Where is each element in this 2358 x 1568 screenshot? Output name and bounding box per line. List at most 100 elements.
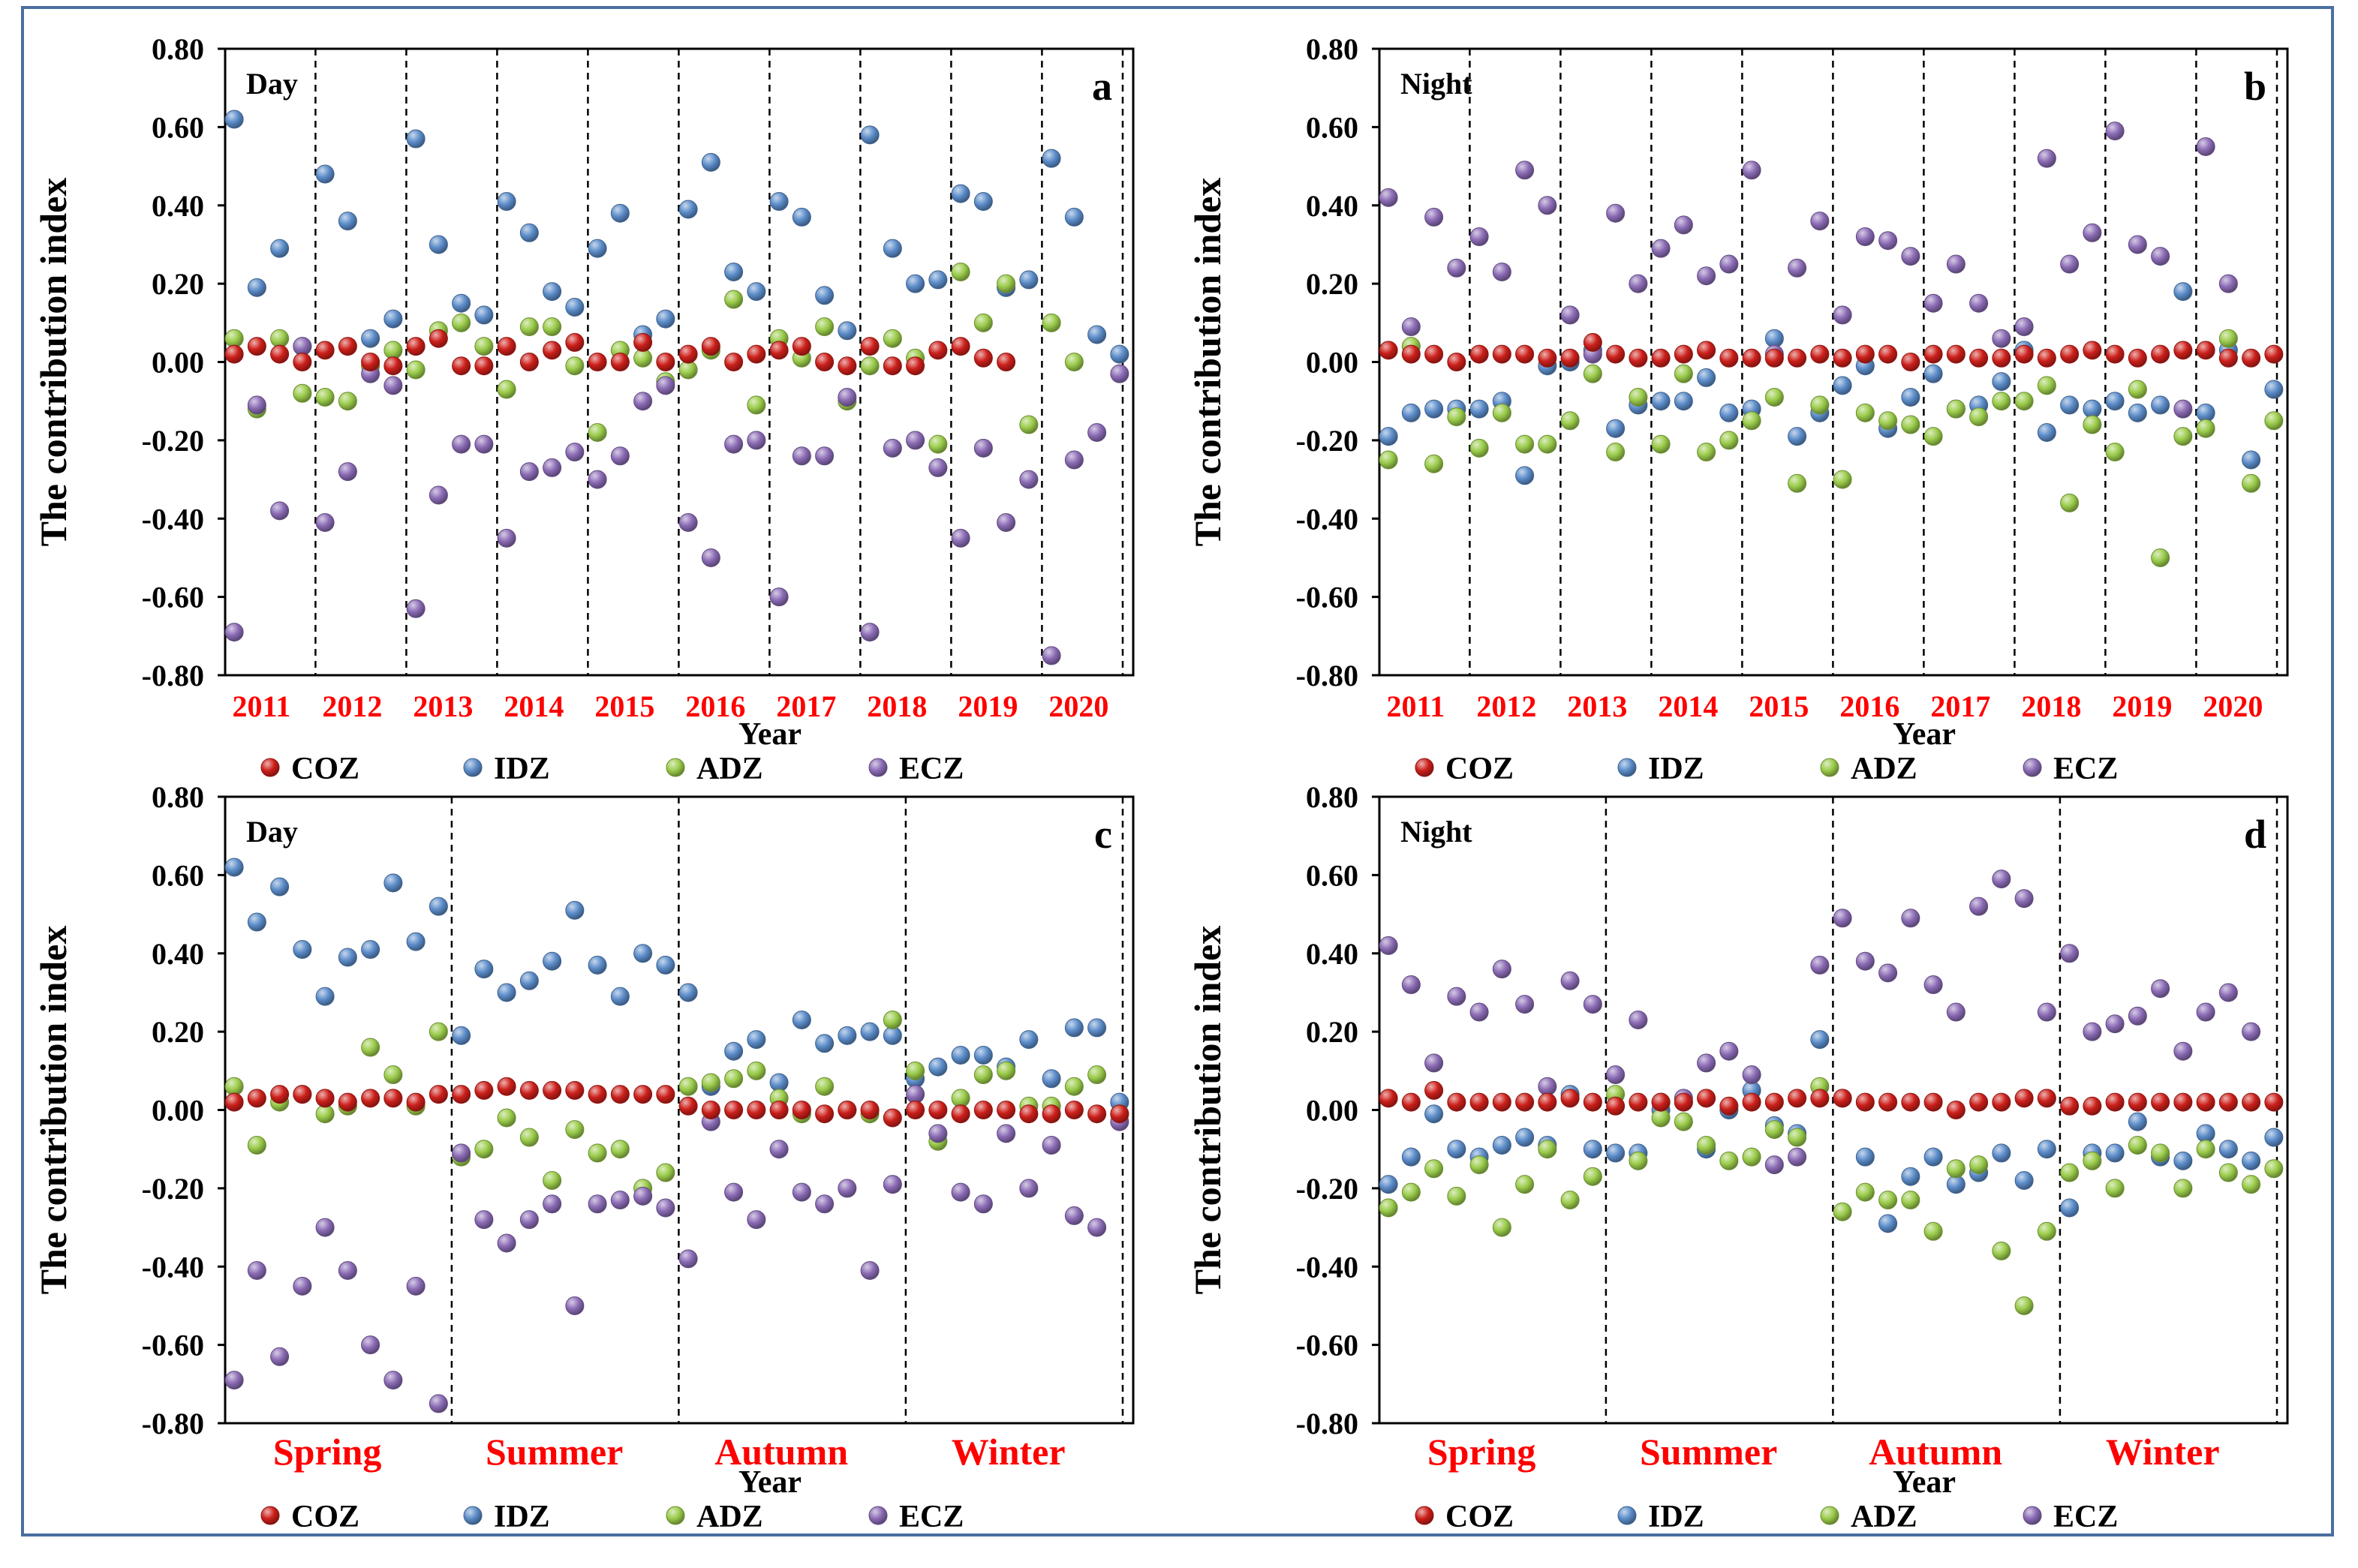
data-point-adz: [747, 395, 766, 415]
data-point-idz: [2218, 1140, 2238, 1159]
data-point-idz: [1087, 1018, 1107, 1038]
data-point-adz: [1719, 431, 1739, 450]
data-point-adz: [1788, 473, 1807, 493]
data-point-idz: [838, 321, 857, 341]
data-point-adz: [1764, 387, 1784, 407]
data-point-ecz: [1674, 215, 1693, 235]
data-point-idz: [383, 309, 403, 329]
data-point-adz: [2242, 473, 2261, 493]
y-axis-label: The contribution index: [32, 178, 74, 547]
data-point-coz: [1764, 1092, 1784, 1112]
data-point-adz: [997, 274, 1016, 293]
x-category-label: Autumn: [714, 1431, 848, 1473]
data-point-coz: [633, 332, 653, 352]
data-point-idz: [338, 212, 357, 231]
legend-label-coz: COZ: [291, 1500, 359, 1534]
data-point-ecz: [928, 1124, 948, 1143]
data-point-idz: [656, 955, 675, 975]
data-point-coz: [1833, 1089, 1852, 1108]
data-point-adz: [2128, 380, 2147, 399]
data-point-ecz: [724, 1182, 744, 1202]
data-point-coz: [1788, 1089, 1807, 1108]
data-point-idz: [633, 944, 653, 963]
data-point-idz: [361, 329, 380, 348]
data-point-idz: [1515, 1128, 1535, 1147]
data-point-ecz: [792, 446, 811, 466]
data-point-coz: [2242, 1092, 2261, 1112]
data-point-coz: [747, 1101, 766, 1119]
y-tick-label: -0.80: [142, 1407, 204, 1440]
data-point-coz: [452, 1085, 471, 1104]
data-point-ecz: [1697, 266, 1716, 286]
data-point-ecz: [906, 431, 925, 450]
data-point-ecz: [1742, 1065, 1761, 1085]
data-point-coz: [2196, 341, 2215, 360]
data-point-coz: [997, 1101, 1016, 1119]
data-point-coz: [406, 337, 426, 356]
data-point-ecz: [1447, 987, 1466, 1006]
data-point-ecz: [588, 1194, 607, 1214]
data-point-ecz: [1469, 227, 1489, 246]
data-point-ecz: [474, 1210, 494, 1230]
y-tick-label: -0.20: [142, 424, 204, 458]
data-point-ecz: [2083, 1022, 2102, 1041]
data-point-coz: [1992, 348, 2011, 368]
data-point-adz: [2151, 1143, 2170, 1163]
data-point-ecz: [769, 1140, 789, 1159]
data-point-ecz: [1492, 960, 1511, 979]
data-point-coz: [1469, 344, 1489, 364]
data-point-coz: [2083, 341, 2102, 360]
period-label: Night: [1400, 815, 1472, 849]
data-point-coz: [769, 1101, 789, 1119]
data-point-coz: [838, 1101, 857, 1119]
legend-marker-idz: [463, 1506, 483, 1525]
data-point-coz: [315, 341, 335, 360]
data-point-coz: [951, 1104, 970, 1124]
data-point-adz: [1697, 443, 1716, 462]
data-point-adz: [1064, 1077, 1084, 1096]
data-point-coz: [1855, 1092, 1875, 1112]
x-category-label: 2020: [1048, 689, 1108, 723]
data-point-coz: [1969, 1092, 1989, 1112]
data-point-coz: [928, 341, 948, 360]
data-point-coz: [1064, 1101, 1084, 1119]
data-point-ecz: [1992, 329, 2011, 348]
x-category-label: Spring: [273, 1431, 382, 1473]
data-point-idz: [519, 971, 539, 990]
data-point-idz: [678, 200, 698, 219]
data-point-ecz: [656, 1198, 675, 1218]
data-point-idz: [1901, 387, 1920, 407]
data-point-idz: [1110, 344, 1129, 364]
y-tick-label: -0.80: [142, 659, 204, 692]
data-point-coz: [2060, 344, 2080, 364]
data-point-adz: [1492, 403, 1511, 422]
legend-label-coz: COZ: [1445, 1500, 1514, 1534]
data-point-idz: [815, 286, 835, 305]
data-point-adz: [2264, 411, 2284, 431]
y-tick-label: -0.60: [1296, 581, 1358, 614]
data-point-coz: [906, 1101, 925, 1119]
x-category-label: 2011: [233, 689, 291, 723]
data-point-idz: [1878, 1214, 1898, 1233]
legend-marker-adz: [1820, 1506, 1839, 1525]
data-point-coz: [2218, 1092, 2238, 1112]
data-point-coz: [883, 356, 902, 376]
data-point-adz: [1538, 1140, 1557, 1159]
data-point-idz: [1923, 1147, 1943, 1167]
data-point-adz: [1629, 387, 1648, 407]
data-point-coz: [2173, 341, 2193, 360]
data-point-adz: [338, 392, 357, 411]
data-point-adz: [860, 356, 880, 376]
data-point-adz: [701, 1073, 720, 1092]
y-tick-label: 0.80: [152, 780, 204, 814]
data-point-adz: [1401, 1182, 1421, 1202]
data-point-coz: [474, 1080, 494, 1100]
data-point-adz: [1560, 1191, 1580, 1210]
x-category-label: Winter: [2106, 1431, 2220, 1473]
data-point-coz: [1946, 344, 1966, 364]
data-point-adz: [2196, 419, 2215, 438]
data-point-idz: [747, 1030, 766, 1050]
data-point-adz: [474, 1140, 494, 1159]
data-point-idz: [338, 948, 357, 967]
data-point-adz: [1878, 411, 1898, 431]
